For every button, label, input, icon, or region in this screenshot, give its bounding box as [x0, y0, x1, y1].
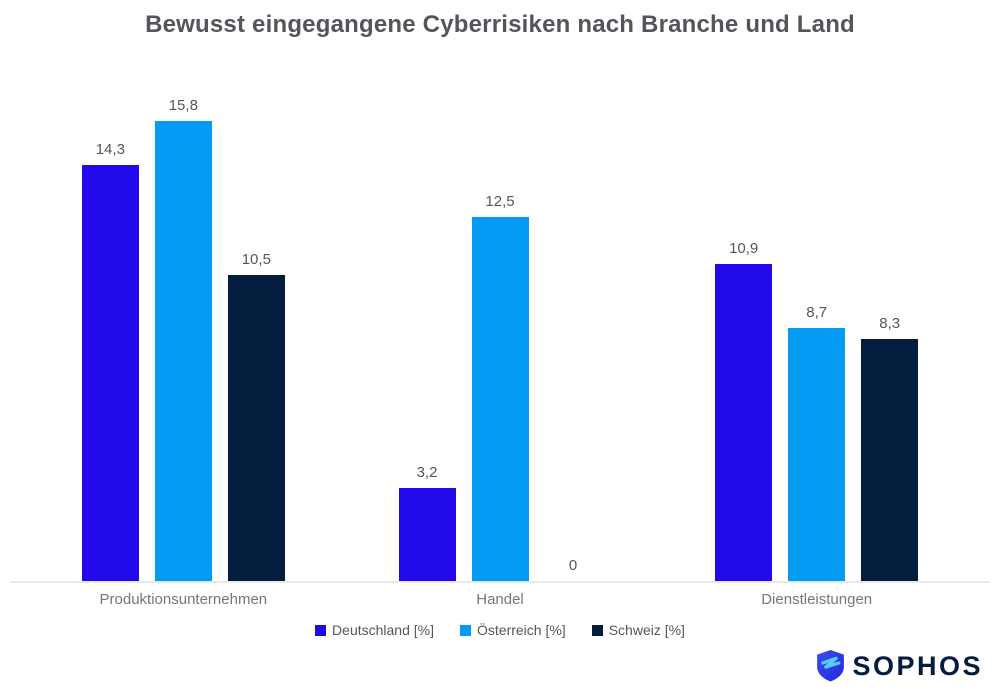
- bar-slot: 15,8: [154, 97, 212, 581]
- value-label: 10,9: [729, 240, 759, 257]
- category-label: Handel: [476, 591, 524, 608]
- bar-1-group-2: [398, 488, 456, 581]
- legend-item: Deutschland [%]: [315, 622, 434, 638]
- category-label: Dienstleistungen: [761, 591, 873, 608]
- bar-slot: 10,9: [715, 240, 773, 581]
- bar-slot: 12,5: [471, 193, 529, 581]
- legend-item: Österreich [%]: [460, 622, 566, 638]
- legend-item: Schweiz [%]: [591, 622, 685, 638]
- legend-label: Deutschland [%]: [332, 622, 434, 638]
- legend-swatch-icon: [460, 624, 471, 636]
- bar-slot: 8,3: [861, 315, 919, 581]
- bar-slot: 14,3: [81, 141, 139, 581]
- value-label: 8,7: [806, 304, 828, 321]
- bar-1-group-1: [81, 165, 139, 581]
- x-axis-line: [10, 581, 990, 583]
- bar-group-1: 14,3 15,8 10,5: [25, 60, 342, 581]
- x-axis-labels: Produktionsunternehmen Handel Dienstleistu…: [25, 591, 975, 608]
- plot-area: 14,3 15,8 10,5 3,2 12,5 0 10,9 8,7 8,3: [25, 60, 975, 581]
- value-label: 0: [568, 557, 578, 574]
- sophos-wordmark: SOPHOS: [852, 650, 983, 681]
- bar-group-2: 3,2 12,5 0: [342, 60, 659, 581]
- bar-slot: 10,5: [227, 251, 285, 581]
- legend-label: Österreich [%]: [477, 622, 566, 638]
- sophos-shield-icon: [817, 650, 845, 682]
- value-label: 3,2: [416, 464, 438, 481]
- sophos-logo: SOPHOS: [814, 649, 983, 683]
- bar-slot: 0: [545, 557, 602, 581]
- value-label: 10,5: [241, 251, 271, 268]
- bar-3-group-1: [227, 275, 285, 581]
- footer: SOPHOS: [814, 647, 983, 685]
- bar-2-group-2: [471, 217, 529, 581]
- value-label: 14,3: [95, 141, 125, 158]
- bar-slot: 3,2: [398, 464, 456, 581]
- bar-2-group-1: [154, 121, 212, 581]
- bar-3-group-3: [861, 339, 919, 581]
- chart-title: Bewusst eingegangene Cyberrisiken nach B…: [145, 11, 855, 38]
- value-label: 15,8: [168, 97, 198, 114]
- legend-label: Schweiz [%]: [608, 622, 685, 638]
- bar-group-3: 10,9 8,7 8,3: [658, 60, 975, 581]
- bar-2-group-3: [788, 328, 846, 581]
- sophos-bolt-icon: [821, 656, 841, 669]
- bar-1-group-3: [715, 264, 773, 581]
- value-label: 8,3: [879, 315, 901, 332]
- value-label: 12,5: [485, 193, 515, 210]
- legend: Deutschland [%] Österreich [%] Schweiz [%]: [0, 622, 1000, 638]
- category-label: Produktionsunternehmen: [99, 591, 268, 608]
- legend-swatch-icon: [591, 624, 603, 636]
- legend-swatch-icon: [315, 624, 327, 636]
- bar-slot: 8,7: [788, 304, 846, 581]
